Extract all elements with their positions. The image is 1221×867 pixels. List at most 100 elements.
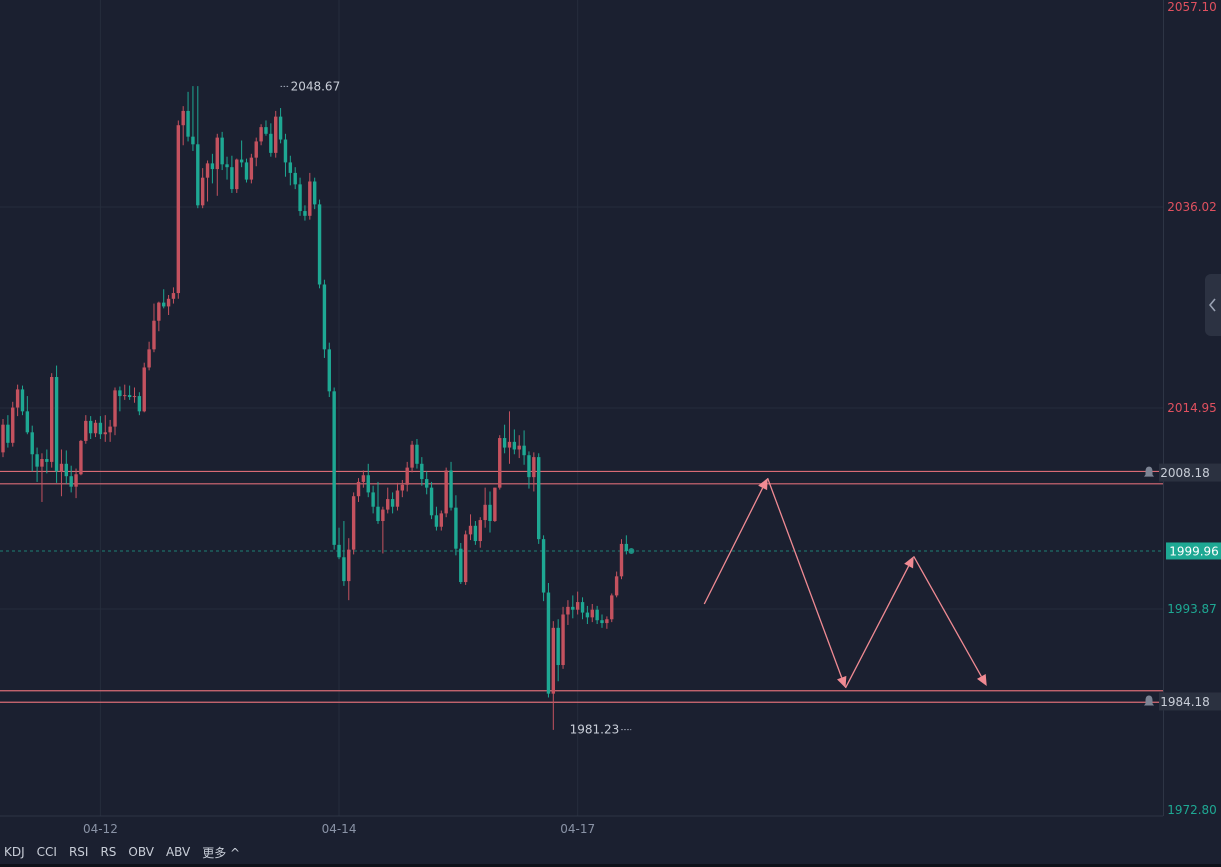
candle-body[interactable] (624, 543, 629, 551)
candle-body[interactable] (254, 141, 258, 158)
candle-body[interactable] (274, 116, 278, 153)
candle-body[interactable] (293, 172, 297, 185)
candle-body[interactable] (25, 411, 30, 433)
candle-body[interactable] (522, 445, 526, 456)
candle-body[interactable] (512, 441, 517, 450)
candle-body[interactable] (614, 576, 619, 596)
candle-body[interactable] (463, 534, 468, 583)
candle-body[interactable] (395, 490, 400, 507)
bell-icon[interactable] (1144, 695, 1154, 706)
candle-body[interactable] (444, 470, 448, 514)
candle-body[interactable] (118, 390, 122, 397)
candle-body[interactable] (303, 211, 307, 216)
candle-body[interactable] (108, 426, 112, 433)
candle-body[interactable] (88, 420, 93, 434)
candle-body[interactable] (15, 389, 20, 408)
indicator-cci[interactable]: CCI (36, 845, 57, 859)
candle-body[interactable] (103, 432, 107, 435)
candle-body[interactable] (342, 557, 346, 582)
candle-body[interactable] (147, 349, 151, 368)
candle-body[interactable] (347, 549, 351, 582)
candle-body[interactable] (98, 422, 103, 435)
candle-body[interactable] (454, 507, 458, 549)
indicator-rs[interactable]: RS (100, 845, 117, 859)
candle-body[interactable] (317, 204, 322, 285)
indicator-rsi[interactable]: RSI (68, 845, 89, 859)
candle-body[interactable] (230, 167, 234, 190)
candle-body[interactable] (493, 487, 497, 522)
candle-body[interactable] (356, 481, 361, 497)
candle-body[interactable] (157, 302, 161, 321)
candle-body[interactable] (6, 424, 10, 443)
projection-segment[interactable] (766, 477, 843, 678)
candle-body[interactable] (45, 459, 49, 462)
candle-body[interactable] (264, 127, 268, 134)
candle-body[interactable] (366, 475, 370, 493)
candle-body[interactable] (478, 520, 482, 542)
candle-body[interactable] (571, 606, 575, 610)
candle-body[interactable] (595, 609, 599, 621)
candle-body[interactable] (1, 424, 5, 453)
candle-body[interactable] (619, 543, 624, 577)
candle-body[interactable] (610, 595, 614, 620)
candle-body[interactable] (605, 619, 609, 624)
candle-body[interactable] (298, 184, 302, 212)
candle-body[interactable] (439, 513, 443, 527)
candle-body[interactable] (50, 377, 54, 462)
candle-body[interactable] (590, 609, 594, 618)
candle-body[interactable] (162, 302, 166, 307)
candle-body[interactable] (434, 515, 439, 527)
candle-body[interactable] (196, 144, 200, 206)
candle-body[interactable] (142, 367, 146, 412)
candle-body[interactable] (332, 391, 336, 545)
candle-body[interactable] (30, 432, 34, 455)
candle-body[interactable] (561, 614, 565, 666)
candlestick-chart[interactable]: 2008.18 1984.18 2048.67 1981.23 2057.10 203… (0, 0, 1221, 840)
candle-body[interactable] (415, 444, 419, 464)
collapse-panel-button[interactable] (1205, 274, 1221, 336)
candle-body[interactable] (580, 602, 585, 613)
candle-body[interactable] (532, 457, 536, 478)
candle-body[interactable] (459, 548, 463, 583)
candle-body[interactable] (181, 110, 185, 126)
candle-body[interactable] (35, 454, 39, 467)
candle-body[interactable] (166, 298, 171, 307)
candle-body[interactable] (200, 177, 205, 206)
candle-body[interactable] (546, 592, 551, 694)
candle-body[interactable] (405, 467, 409, 485)
candle-body[interactable] (249, 157, 254, 180)
candle-body[interactable] (235, 159, 239, 190)
candle-body[interactable] (127, 395, 132, 398)
current-price-tag[interactable] (1166, 542, 1221, 560)
indicator-more[interactable]: 更多 ^ (202, 845, 241, 860)
candle-body[interactable] (537, 457, 541, 540)
candle-body[interactable] (585, 612, 590, 618)
candle-body[interactable] (371, 492, 375, 507)
alert-price-tag[interactable] (1159, 692, 1221, 711)
candle-body[interactable] (468, 525, 473, 535)
candle-body[interactable] (312, 181, 317, 205)
candle-body[interactable] (541, 539, 546, 593)
candle-body[interactable] (337, 544, 341, 558)
candle-body[interactable] (361, 475, 366, 482)
projection-path[interactable] (703, 477, 987, 689)
candle-body[interactable] (132, 396, 137, 398)
candle-body[interactable] (64, 463, 69, 477)
alert-lines[interactable]: 2008.18 1984.18 (0, 463, 1221, 711)
indicator-obv[interactable]: OBV (128, 845, 154, 859)
time-axis[interactable]: 04-12 04-14 04-17 (83, 822, 595, 836)
candle-body[interactable] (259, 127, 263, 142)
candle-body[interactable] (429, 487, 434, 516)
candle-body[interactable] (171, 293, 176, 299)
candle-body[interactable] (152, 320, 156, 350)
projection-segment[interactable] (703, 487, 764, 605)
candle-body[interactable] (400, 484, 405, 491)
candle-body[interactable] (84, 420, 88, 441)
candle-body[interactable] (381, 509, 385, 522)
candle-body[interactable] (488, 504, 492, 522)
candle-body[interactable] (113, 390, 117, 427)
projection-segment[interactable] (913, 555, 982, 677)
candle-body[interactable] (210, 163, 215, 170)
indicator-abv[interactable]: ABV (165, 845, 191, 859)
candle-body[interactable] (54, 377, 59, 472)
